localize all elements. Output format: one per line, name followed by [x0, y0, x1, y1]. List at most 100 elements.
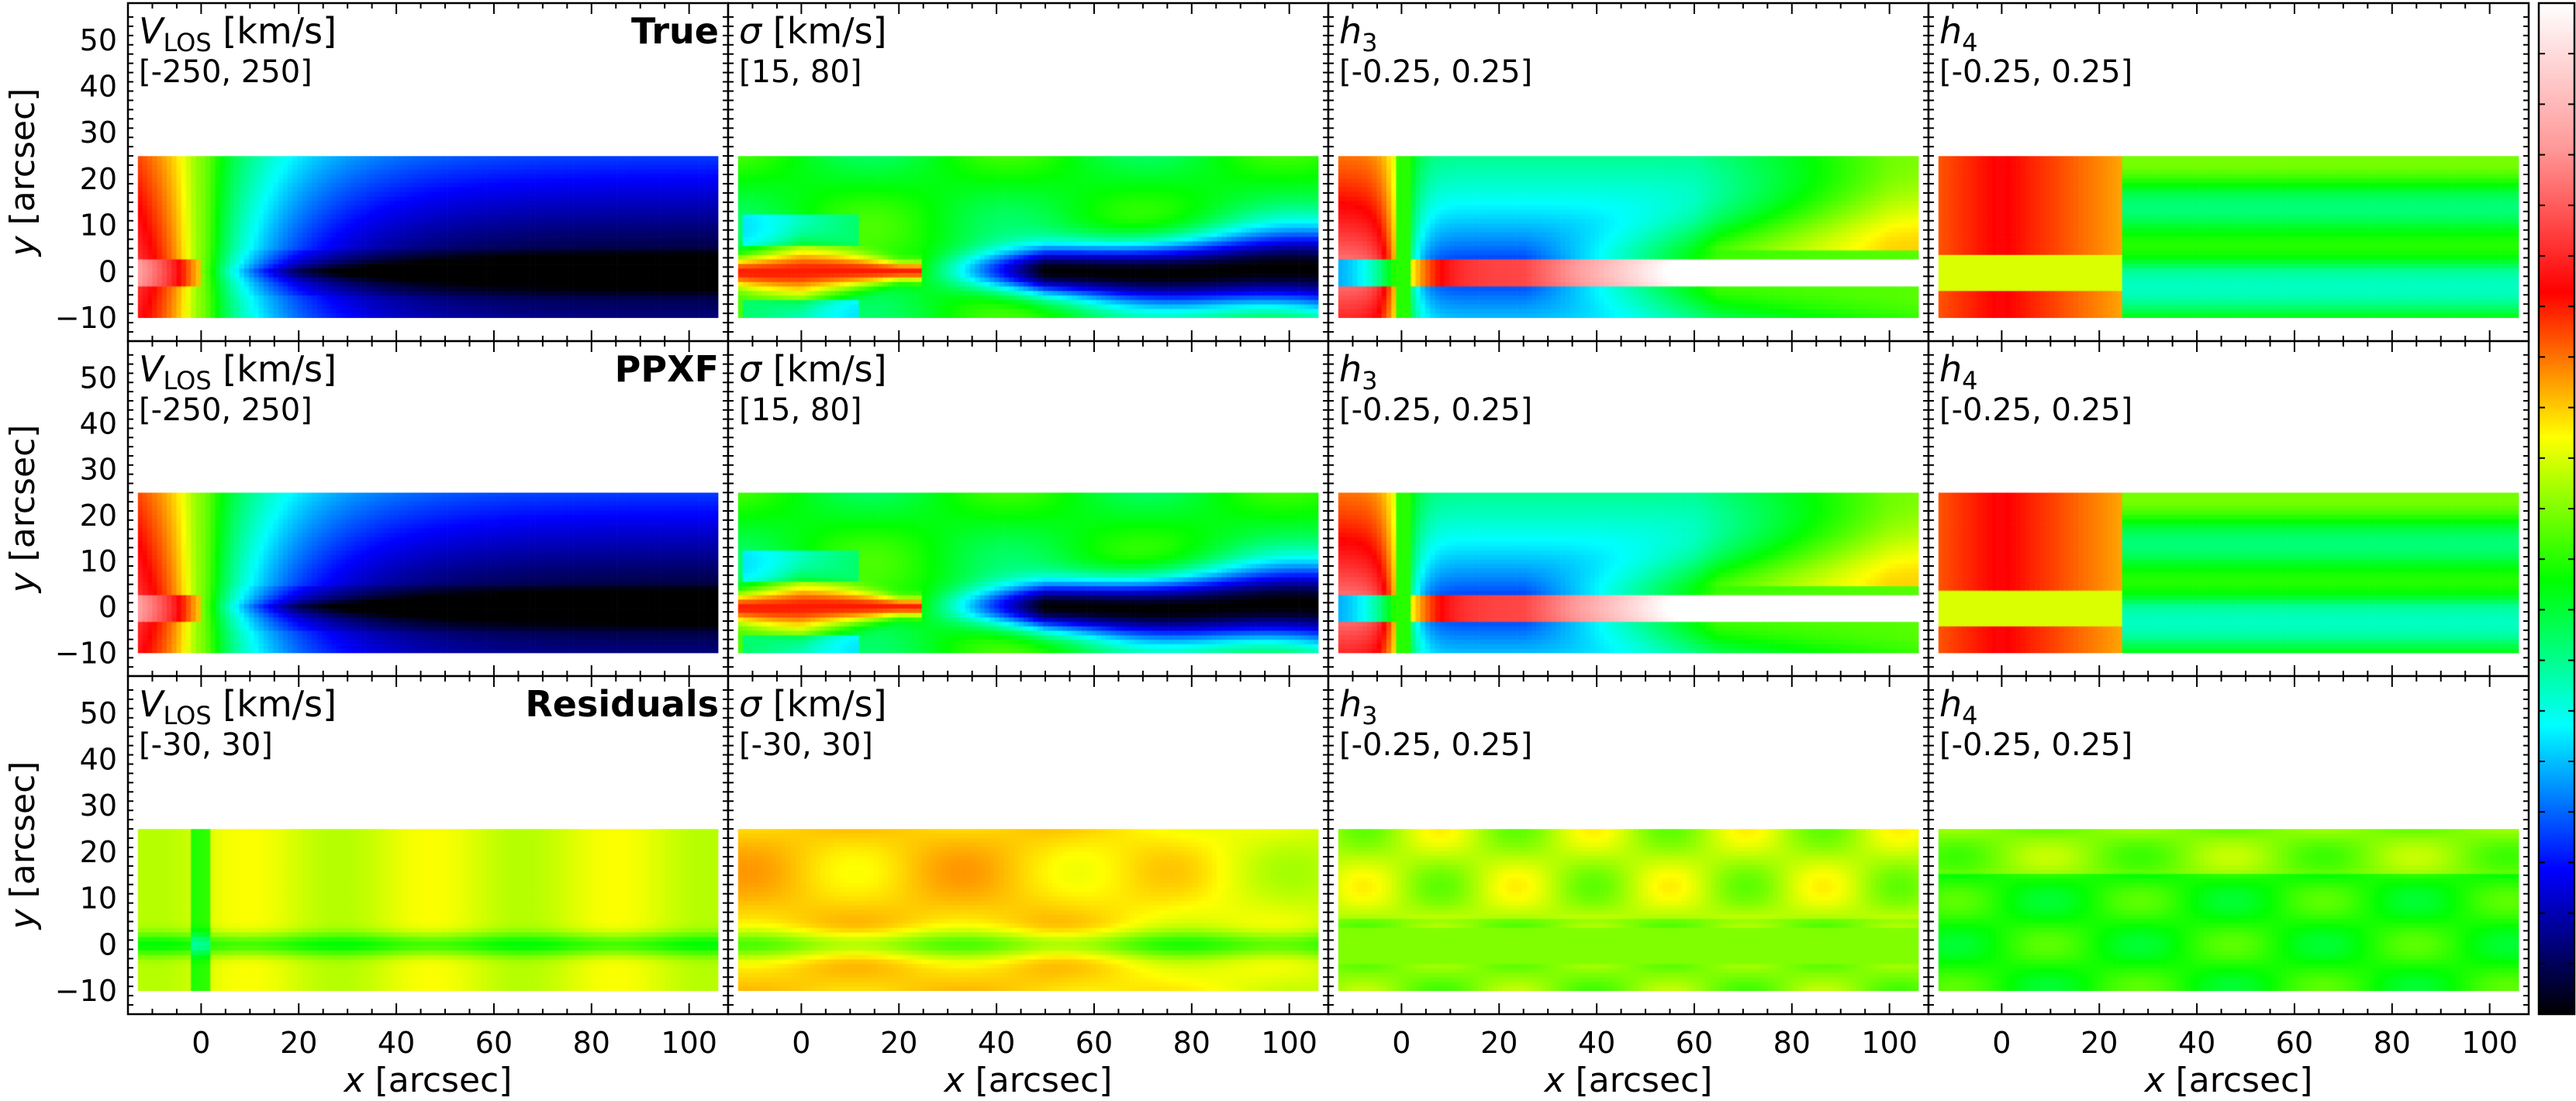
row-label: True: [631, 10, 719, 52]
heatmap-field: [737, 492, 1319, 654]
x-tick-label: 80: [1173, 1026, 1210, 1060]
x-axis-label: x [arcsec]: [343, 1061, 513, 1100]
x-tick-label: 60: [2276, 1026, 2313, 1060]
heatmap-field: [137, 829, 719, 992]
panel-title: σ [km/s]: [739, 10, 887, 52]
panel-title: h4: [1939, 683, 1978, 730]
panel-title: h3: [1339, 10, 1378, 57]
y-axis-label: y [arcsec]: [3, 425, 43, 595]
panel-1-3: h4[-0.25, 0.25]: [1927, 340, 2530, 678]
panel-1-1: σ [km/s][15, 80]: [727, 340, 1330, 678]
tick-marks: [728, 3, 1328, 341]
x-tick-label: 60: [1676, 1026, 1713, 1060]
panel-title: VLOS [km/s]: [139, 348, 337, 395]
panel-title: h4: [1939, 348, 1978, 395]
panel-range: [15, 80]: [739, 392, 862, 428]
panel-2-2: 0 20 40 60 80 100 x [arcsec] h3[-0.25, 0.25]: [1327, 675, 1930, 1100]
panel-title: VLOS [km/s]: [139, 10, 337, 57]
heatmap-field: [1338, 492, 1919, 654]
panel-0-1: σ [km/s][15, 80]: [727, 2, 1330, 343]
y-tick-label: 40: [80, 743, 117, 777]
y-tick-label: −10: [55, 301, 117, 335]
x-tick-label: 100: [1261, 1026, 1317, 1060]
heatmap-field: [737, 829, 1319, 992]
y-tick-label: 50: [80, 361, 117, 395]
y-tick-label: 50: [80, 696, 117, 730]
panel-title: h3: [1339, 683, 1378, 730]
panel-range: [-0.25, 0.25]: [1339, 392, 1532, 428]
panel-range: [-0.25, 0.25]: [1939, 392, 2132, 428]
x-tick-label: 100: [2461, 1026, 2518, 1060]
heatmap-field: [1338, 829, 1919, 992]
x-tick-label: 80: [573, 1026, 610, 1060]
x-tick-label: 60: [475, 1026, 513, 1060]
panel-range: [-0.25, 0.25]: [1339, 54, 1532, 90]
panel-range: [-250, 250]: [139, 54, 313, 90]
panel-range: [15, 80]: [739, 54, 862, 90]
y-tick-label: 10: [80, 544, 117, 578]
x-axis-label: x [arcsec]: [1543, 1061, 1713, 1100]
x-tick-label: 0: [1992, 1026, 2011, 1060]
x-axis-label: x [arcsec]: [2143, 1061, 2313, 1100]
x-tick-label: 20: [1480, 1026, 1518, 1060]
y-axis-label: y [arcsec]: [3, 88, 43, 258]
panel-range: [-0.25, 0.25]: [1939, 54, 2132, 90]
panel-1-2: h3[-0.25, 0.25]: [1327, 340, 1930, 678]
y-tick-label: 10: [80, 882, 117, 916]
panel-0-2: h3[-0.25, 0.25]: [1327, 2, 1930, 343]
x-tick-label: 20: [2080, 1026, 2118, 1060]
panel-range: [-30, 30]: [739, 727, 873, 763]
colorbar: [2537, 2, 2576, 1016]
panel-0-0: −10 0 10 20 30 40 50 y [arcsec] VLOS [km/s][-250…: [3, 2, 730, 343]
x-tick-label: 80: [2374, 1026, 2411, 1060]
heatmap-field: [1338, 156, 1919, 319]
y-tick-label: 30: [80, 789, 117, 823]
colorbar-ticks: [2539, 53, 2574, 965]
x-tick-label: 60: [1076, 1026, 1113, 1060]
y-tick-label: 20: [80, 835, 117, 869]
panel-title: σ [km/s]: [739, 683, 887, 725]
tick-marks: [1929, 676, 2529, 1014]
panel-title: σ [km/s]: [739, 348, 887, 390]
panel-title: h3: [1339, 348, 1378, 395]
panel-range: [-250, 250]: [139, 392, 313, 428]
y-tick-label: 0: [98, 590, 117, 624]
x-tick-label: 20: [880, 1026, 917, 1060]
x-tick-label: 100: [661, 1026, 717, 1060]
x-tick-label: 100: [1861, 1026, 1918, 1060]
x-tick-label: 40: [978, 1026, 1015, 1060]
y-tick-label: 20: [80, 162, 117, 196]
y-tick-label: −10: [55, 974, 117, 1008]
heatmap-field: [1938, 492, 2519, 654]
heatmap-field: [737, 156, 1319, 319]
x-tick-label: 0: [192, 1026, 210, 1060]
x-tick-label: 0: [792, 1026, 810, 1060]
panel-title: VLOS [km/s]: [139, 683, 337, 730]
y-axis-label: y [arcsec]: [3, 761, 43, 931]
x-tick-label: 40: [2178, 1026, 2215, 1060]
row-label: Residuals: [525, 683, 719, 725]
panel-frame: [1927, 675, 2530, 1016]
row-label: PPXF: [615, 348, 719, 390]
panel-2-1: 0 20 40 60 80 100 x [arcsec] σ [km/s][-30, 30]: [727, 675, 1330, 1100]
y-tick-label: 50: [80, 23, 117, 57]
y-tick-label: 0: [98, 254, 117, 288]
panel-range: [-0.25, 0.25]: [1939, 727, 2132, 763]
x-tick-label: 20: [280, 1026, 317, 1060]
y-tick-label: −10: [55, 636, 117, 670]
heatmap-field: [137, 156, 719, 319]
y-tick-label: 20: [80, 499, 117, 533]
x-tick-label: 0: [1392, 1026, 1411, 1060]
panel-title: h4: [1939, 10, 1978, 57]
heatmap-field: [137, 492, 719, 654]
heatmap-field: [1938, 156, 2519, 319]
panel-range: [-30, 30]: [139, 727, 273, 763]
y-tick-label: 30: [80, 453, 117, 487]
x-tick-label: 40: [378, 1026, 415, 1060]
x-tick-label: 40: [1578, 1026, 1615, 1060]
y-tick-label: 40: [80, 70, 117, 104]
y-tick-label: 10: [80, 209, 117, 243]
heatmap-field: [1938, 829, 2519, 992]
